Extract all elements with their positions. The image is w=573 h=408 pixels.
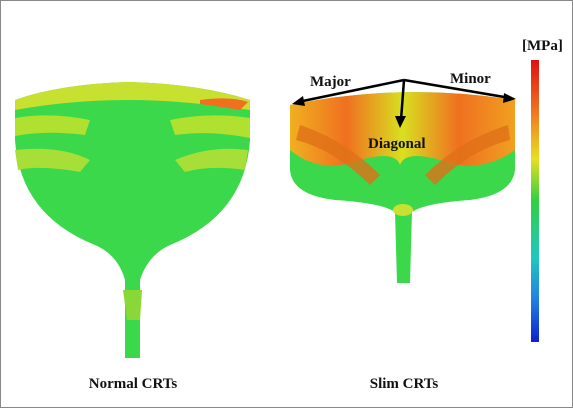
major-label: Major (310, 74, 351, 90)
annotation-arrows (292, 78, 516, 128)
minor-label: Minor (450, 71, 491, 87)
normal-crt-model (15, 82, 250, 358)
slim-crt-model (290, 92, 515, 283)
normal-caption: Normal CRTs (89, 376, 178, 392)
color-bar (531, 60, 539, 342)
slim-caption: Slim CRTs (370, 376, 439, 392)
diagonal-label: Diagonal (368, 136, 426, 152)
unit-label: [MPa] (522, 38, 563, 54)
